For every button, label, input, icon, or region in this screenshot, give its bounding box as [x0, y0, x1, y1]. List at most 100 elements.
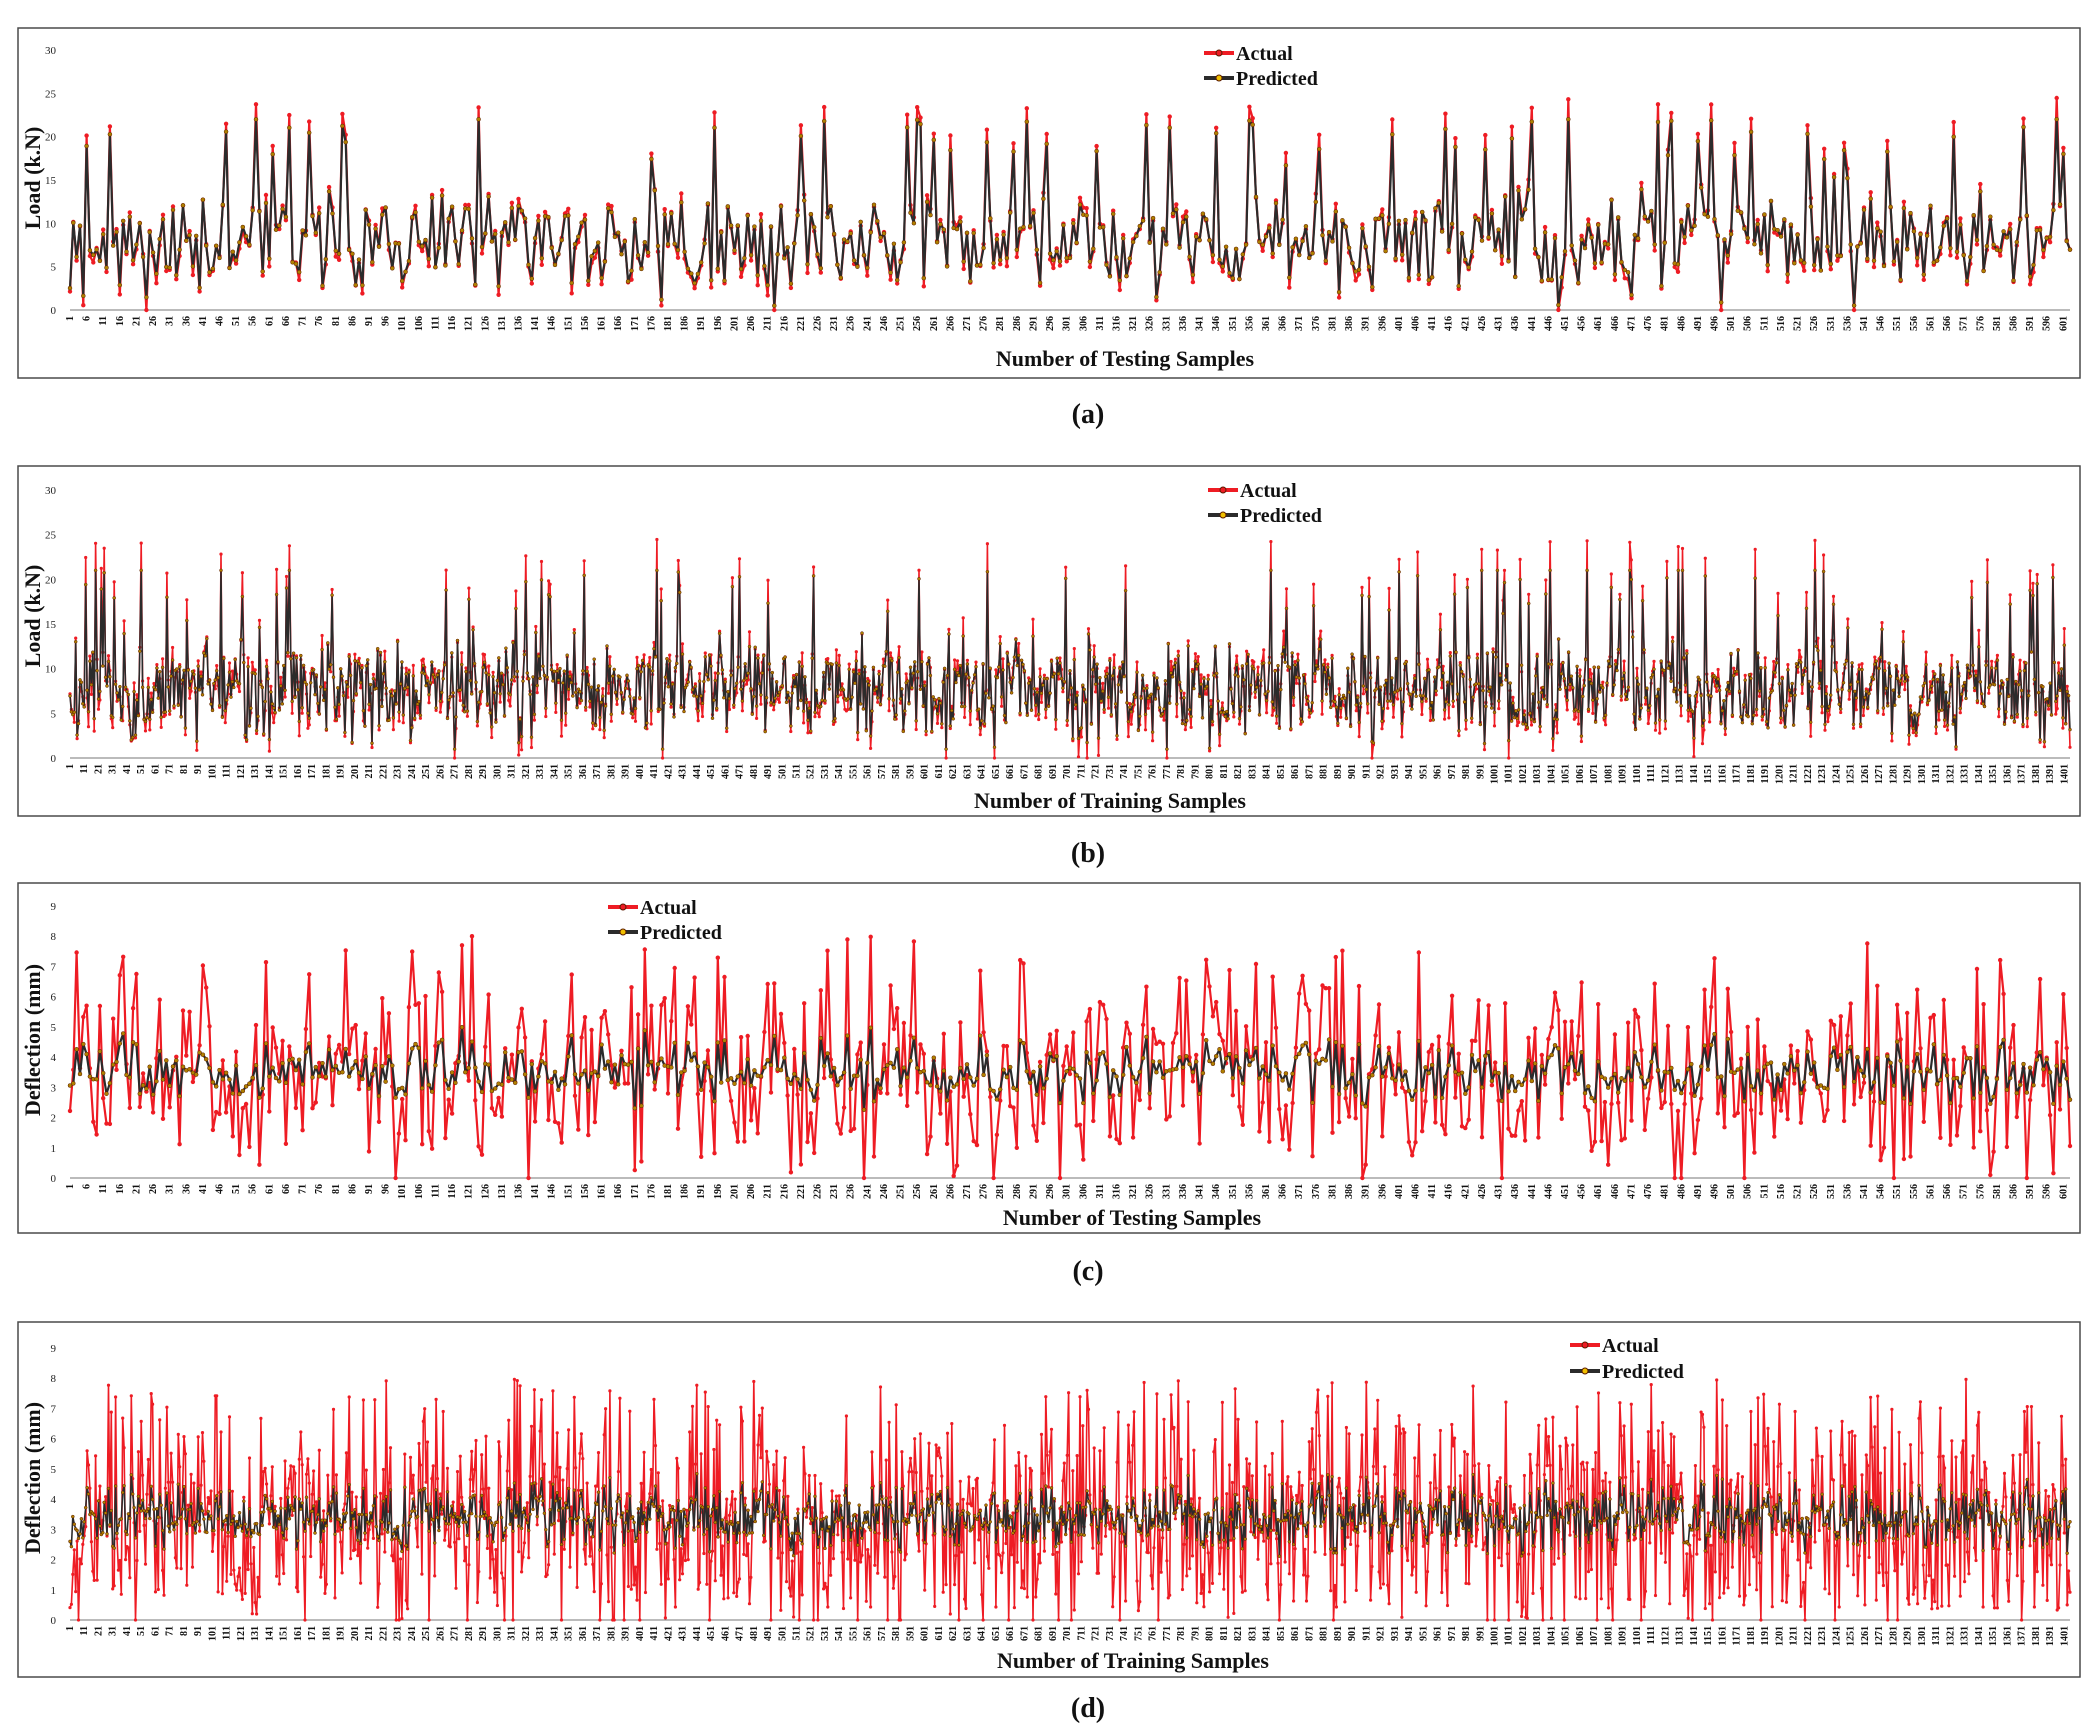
predicted-point [941, 680, 945, 684]
x-tick-label: 211 [364, 764, 375, 778]
predicted-point [579, 220, 584, 225]
x-tick-label: 1391 [2045, 764, 2056, 784]
predicted-point [1541, 685, 1545, 690]
predicted-point [1018, 711, 1022, 715]
predicted-point [995, 675, 1000, 680]
predicted-point [1139, 696, 1143, 701]
predicted-point [586, 682, 591, 687]
predicted-point [663, 675, 668, 679]
predicted-point [294, 656, 299, 660]
actual-point [286, 654, 290, 658]
actual-point [971, 1138, 976, 1144]
predicted-point [1452, 592, 1457, 596]
predicted-point [1662, 240, 1667, 246]
actual-point [1699, 1096, 1704, 1101]
predicted-point [1552, 717, 1557, 721]
actual-point [559, 734, 564, 738]
x-tick-label: 401 [1394, 316, 1405, 331]
actual-point [675, 255, 681, 260]
predicted-point [1041, 196, 1046, 202]
predicted-point [1528, 711, 1532, 715]
x-tick-label: 341 [1195, 1184, 1206, 1199]
y-tick-label: 9 [51, 901, 57, 913]
predicted-point [571, 694, 575, 698]
actual-point [1489, 1083, 1495, 1088]
actual-point [1313, 679, 1317, 684]
predicted-point [91, 650, 95, 654]
predicted-point [1914, 730, 1918, 735]
predicted-point [1155, 676, 1159, 680]
predicted-point [1306, 255, 1312, 261]
actual-point [1064, 1044, 1069, 1049]
predicted-point [1789, 693, 1793, 698]
predicted-point [1914, 255, 1920, 261]
predicted-point [1026, 681, 1031, 686]
predicted-point [1344, 716, 1349, 720]
predicted-point [496, 284, 501, 289]
actual-point [1237, 722, 1242, 726]
predicted-point [727, 696, 732, 701]
predicted-point [1808, 720, 1813, 724]
predicted-point [412, 716, 417, 720]
x-tick-label: 161 [597, 1184, 608, 1199]
x-tick-label: 181 [321, 764, 332, 779]
actual-point [1765, 269, 1770, 274]
actual-point [1592, 265, 1598, 271]
actual-point [1380, 1134, 1385, 1139]
predicted-point [1250, 122, 1255, 127]
predicted-point [531, 675, 535, 679]
predicted-point [821, 118, 827, 124]
actual-point [974, 1142, 980, 1148]
predicted-point [243, 233, 249, 239]
predicted-point [1736, 648, 1740, 652]
actual-point [1210, 259, 1216, 265]
predicted-point [1391, 703, 1396, 707]
predicted-point [642, 664, 646, 668]
predicted-point [1714, 684, 1719, 688]
predicted-point [1113, 702, 1118, 706]
actual-point [1745, 239, 1750, 245]
x-tick-label: 1311 [1931, 764, 1942, 783]
actual-point [1057, 263, 1063, 268]
predicted-point [1469, 249, 1475, 254]
x-tick-label: 171 [307, 764, 318, 779]
actual-point [838, 1131, 843, 1136]
actual-point [1516, 184, 1521, 190]
predicted-point [562, 669, 567, 673]
predicted-point [320, 283, 325, 289]
predicted-point [320, 647, 324, 652]
actual-point [1214, 125, 1219, 130]
predicted-point [1612, 683, 1616, 687]
predicted-point [1044, 141, 1049, 147]
actual-point [1732, 140, 1737, 146]
actual-point [1416, 276, 1422, 282]
predicted-point [723, 680, 728, 684]
actual-point [359, 686, 363, 690]
predicted-point [233, 657, 237, 662]
x-tick-label: 401 [1394, 1184, 1405, 1199]
predicted-point [2041, 685, 2045, 689]
panel-a-caption: (a) [1072, 399, 1105, 430]
actual-point [366, 1149, 372, 1154]
predicted-point [918, 121, 923, 127]
predicted-point [81, 293, 86, 299]
actual-point [517, 753, 521, 757]
predicted-point [1093, 682, 1098, 686]
predicted-point [948, 147, 953, 153]
actual-point [692, 975, 697, 980]
predicted-point [1954, 745, 1958, 749]
actual-point [1648, 712, 1652, 716]
predicted-point [979, 719, 984, 723]
actual-point [137, 1104, 142, 1110]
predicted-point [633, 706, 638, 711]
predicted-point [857, 672, 861, 676]
x-tick-label: 1341 [1974, 764, 1985, 784]
actual-point [1175, 715, 1179, 719]
predicted-point [1629, 292, 1634, 298]
actual-point [101, 227, 106, 232]
predicted-point [1818, 668, 1823, 673]
predicted-point [1768, 198, 1774, 204]
x-tick-label: 561 [1925, 316, 1936, 331]
predicted-point [1044, 707, 1048, 712]
predicted-point [167, 709, 172, 713]
